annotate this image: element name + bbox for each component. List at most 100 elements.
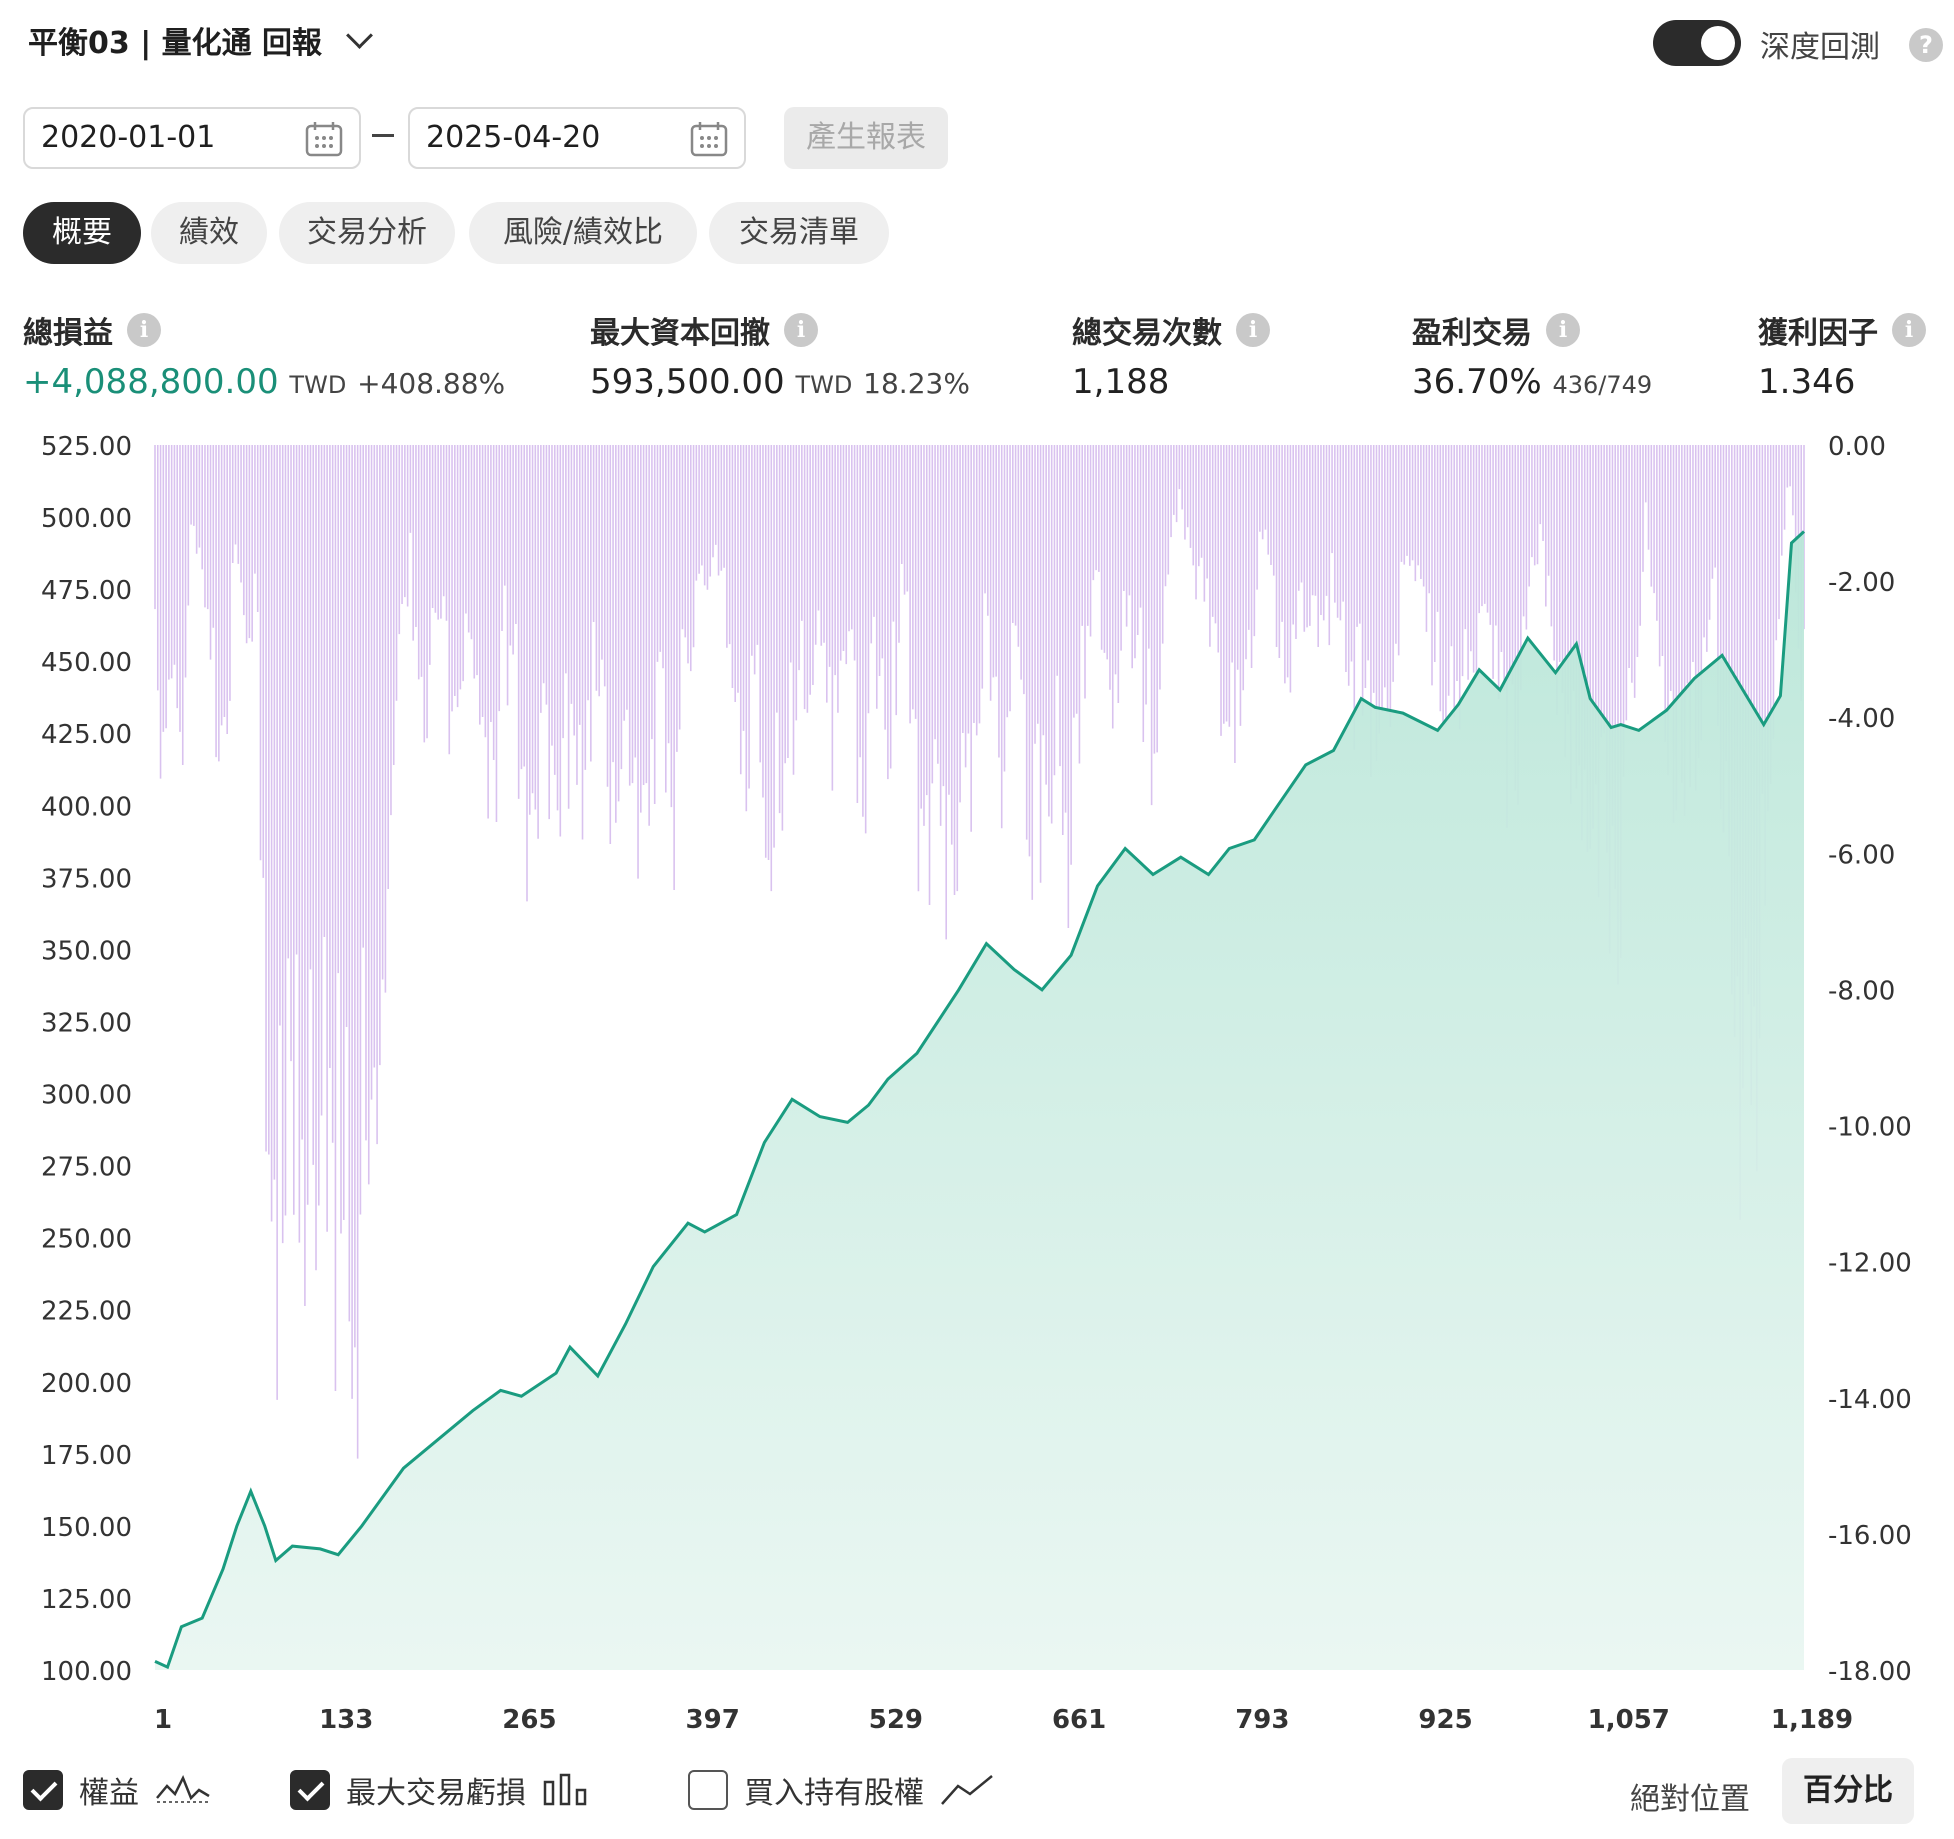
date-range-dash bbox=[372, 134, 394, 137]
left-tick-label: 150.00 bbox=[41, 1513, 132, 1543]
legend-max-trade-loss[interactable]: 最大交易虧損 bbox=[290, 1768, 588, 1812]
left-tick-label: 125.00 bbox=[41, 1585, 132, 1615]
percent-toggle[interactable]: 百分比 bbox=[1782, 1758, 1914, 1824]
right-tick-label: -12.00 bbox=[1828, 1249, 1912, 1279]
absolute-position-toggle[interactable]: 絕對位置 bbox=[1630, 1782, 1750, 1817]
stat-win-trades-label: 盈利交易 i bbox=[1412, 308, 1580, 352]
info-icon[interactable]: i bbox=[1236, 313, 1270, 347]
stat-total-pnl-value: +4,088,800.00 TWD +408.88% bbox=[23, 362, 505, 402]
stat-label-text: 最大資本回撤 bbox=[590, 316, 770, 351]
x-tick-label: 1,057 bbox=[1588, 1705, 1670, 1735]
stat-max-drawdown-label: 最大資本回撤 i bbox=[590, 308, 818, 352]
buy-hold-checkbox[interactable] bbox=[688, 1770, 728, 1810]
stat-label-text: 總交易次數 bbox=[1072, 316, 1222, 351]
left-tick-label: 400.00 bbox=[41, 792, 132, 822]
stat-total-trades-value: 1,188 bbox=[1072, 362, 1170, 402]
right-tick-label: -14.00 bbox=[1828, 1385, 1912, 1415]
legend-equity-label: 權益 bbox=[79, 1776, 139, 1811]
left-tick-label: 275.00 bbox=[41, 1153, 132, 1183]
right-tick-label: -8.00 bbox=[1828, 976, 1895, 1006]
x-tick-label: 1 bbox=[154, 1705, 172, 1735]
stat-profit-factor-label: 獲利因子 i bbox=[1758, 308, 1926, 352]
x-tick-label: 133 bbox=[319, 1705, 373, 1735]
deep-backtest-label: 深度回測 bbox=[1760, 30, 1880, 65]
end-date-value: 2025-04-20 bbox=[426, 120, 601, 155]
start-date-field[interactable]: 2020-01-01 bbox=[23, 107, 361, 169]
deep-backtest-toggle[interactable] bbox=[1653, 20, 1741, 66]
x-tick-label: 397 bbox=[686, 1705, 740, 1735]
equity-wave-icon bbox=[156, 1774, 210, 1803]
equity-line bbox=[154, 530, 1806, 1670]
win-rate: 36.70% bbox=[1412, 362, 1542, 402]
tab-trade-list[interactable]: 交易清單 bbox=[709, 202, 889, 264]
x-tick-label: 925 bbox=[1418, 1705, 1472, 1735]
chevron-down-icon[interactable] bbox=[346, 21, 373, 49]
left-tick-label: 500.00 bbox=[41, 504, 132, 534]
x-tick-label: 1,189 bbox=[1771, 1705, 1853, 1735]
stat-label-text: 盈利交易 bbox=[1412, 316, 1532, 351]
x-tick-label: 265 bbox=[502, 1705, 556, 1735]
start-date-value: 2020-01-01 bbox=[41, 120, 216, 155]
tab-risk-ratio[interactable]: 風險/績效比 bbox=[469, 202, 697, 264]
equity-checkbox[interactable] bbox=[23, 1770, 63, 1810]
drawdown-unit: TWD bbox=[795, 371, 853, 399]
pnl-amount: +4,088,800.00 bbox=[23, 362, 279, 402]
right-tick-label: -18.00 bbox=[1828, 1657, 1912, 1687]
info-icon[interactable]: i bbox=[1546, 313, 1580, 347]
drawdown-amount: 593,500.00 bbox=[590, 362, 785, 402]
help-icon[interactable]: ? bbox=[1909, 28, 1943, 62]
report-title[interactable]: 平衡03 | 量化通 回報 bbox=[28, 18, 373, 62]
left-tick-label: 525.00 bbox=[41, 432, 132, 462]
report-title-text: 平衡03 | 量化通 回報 bbox=[28, 26, 323, 61]
stat-profit-factor-value: 1.346 bbox=[1758, 362, 1856, 402]
win-count: 436/749 bbox=[1552, 371, 1653, 399]
right-tick-label: -10.00 bbox=[1828, 1113, 1912, 1143]
left-tick-label: 200.00 bbox=[41, 1369, 132, 1399]
left-tick-label: 350.00 bbox=[41, 936, 132, 966]
calendar-icon[interactable] bbox=[690, 121, 728, 157]
max-trade-loss-checkbox[interactable] bbox=[290, 1770, 330, 1810]
stat-label-text: 總損益 bbox=[23, 316, 113, 351]
left-tick-label: 325.00 bbox=[41, 1008, 132, 1038]
right-axis: 0.00 -2.00 -4.00 -6.00 -8.00 -10.00 -12.00 -14.… bbox=[1828, 432, 1912, 1687]
right-tick-label: -16.00 bbox=[1828, 1521, 1912, 1551]
end-date-field[interactable]: 2025-04-20 bbox=[408, 107, 746, 169]
stat-max-drawdown-value: 593,500.00 TWD 18.23% bbox=[590, 362, 970, 402]
left-tick-label: 450.00 bbox=[41, 648, 132, 678]
left-tick-label: 300.00 bbox=[41, 1081, 132, 1111]
right-tick-label: -4.00 bbox=[1828, 704, 1895, 734]
generate-report-button[interactable]: 產生報表 bbox=[784, 107, 948, 169]
legend-equity[interactable]: 權益 bbox=[23, 1768, 211, 1812]
drawdown-percent: 18.23% bbox=[863, 367, 970, 400]
right-tick-label: 0.00 bbox=[1828, 432, 1886, 462]
tab-overview[interactable]: 概要 bbox=[23, 202, 141, 264]
x-axis: 1 133 265 397 529 661 793 925 1,057 1,189 bbox=[154, 1705, 1853, 1735]
x-tick-label: 529 bbox=[869, 1705, 923, 1735]
info-icon[interactable]: i bbox=[784, 313, 818, 347]
x-tick-label: 661 bbox=[1052, 1705, 1106, 1735]
info-icon[interactable]: i bbox=[1892, 313, 1926, 347]
toggle-knob bbox=[1701, 26, 1735, 60]
stat-label-text: 獲利因子 bbox=[1758, 316, 1878, 351]
left-tick-label: 175.00 bbox=[41, 1441, 132, 1471]
equity-chart[interactable]: 525.00 500.00 475.00 450.00 425.00 400.00 375.… bbox=[0, 420, 1954, 1750]
info-icon[interactable]: i bbox=[127, 313, 161, 347]
left-tick-label: 225.00 bbox=[41, 1297, 132, 1327]
line-chart-icon bbox=[941, 1775, 993, 1805]
right-tick-label: -6.00 bbox=[1828, 840, 1895, 870]
pnl-unit: TWD bbox=[289, 371, 347, 399]
left-tick-label: 375.00 bbox=[41, 864, 132, 894]
right-tick-label: -2.00 bbox=[1828, 568, 1895, 598]
left-axis: 525.00 500.00 475.00 450.00 425.00 400.00 375.… bbox=[41, 432, 132, 1687]
legend-buy-hold-label: 買入持有股權 bbox=[744, 1776, 924, 1811]
left-tick-label: 475.00 bbox=[41, 576, 132, 606]
tab-trade-analysis[interactable]: 交易分析 bbox=[279, 202, 455, 264]
calendar-icon[interactable] bbox=[305, 121, 343, 157]
legend-buy-hold[interactable]: 買入持有股權 bbox=[688, 1768, 994, 1812]
stat-total-trades-label: 總交易次數 i bbox=[1072, 308, 1270, 352]
stat-win-trades-value: 36.70% 436/749 bbox=[1412, 362, 1652, 402]
tab-performance[interactable]: 績效 bbox=[151, 202, 267, 264]
stat-total-pnl-label: 總損益 i bbox=[23, 308, 161, 352]
left-tick-label: 100.00 bbox=[41, 1657, 132, 1687]
legend-max-trade-loss-label: 最大交易虧損 bbox=[346, 1776, 526, 1811]
